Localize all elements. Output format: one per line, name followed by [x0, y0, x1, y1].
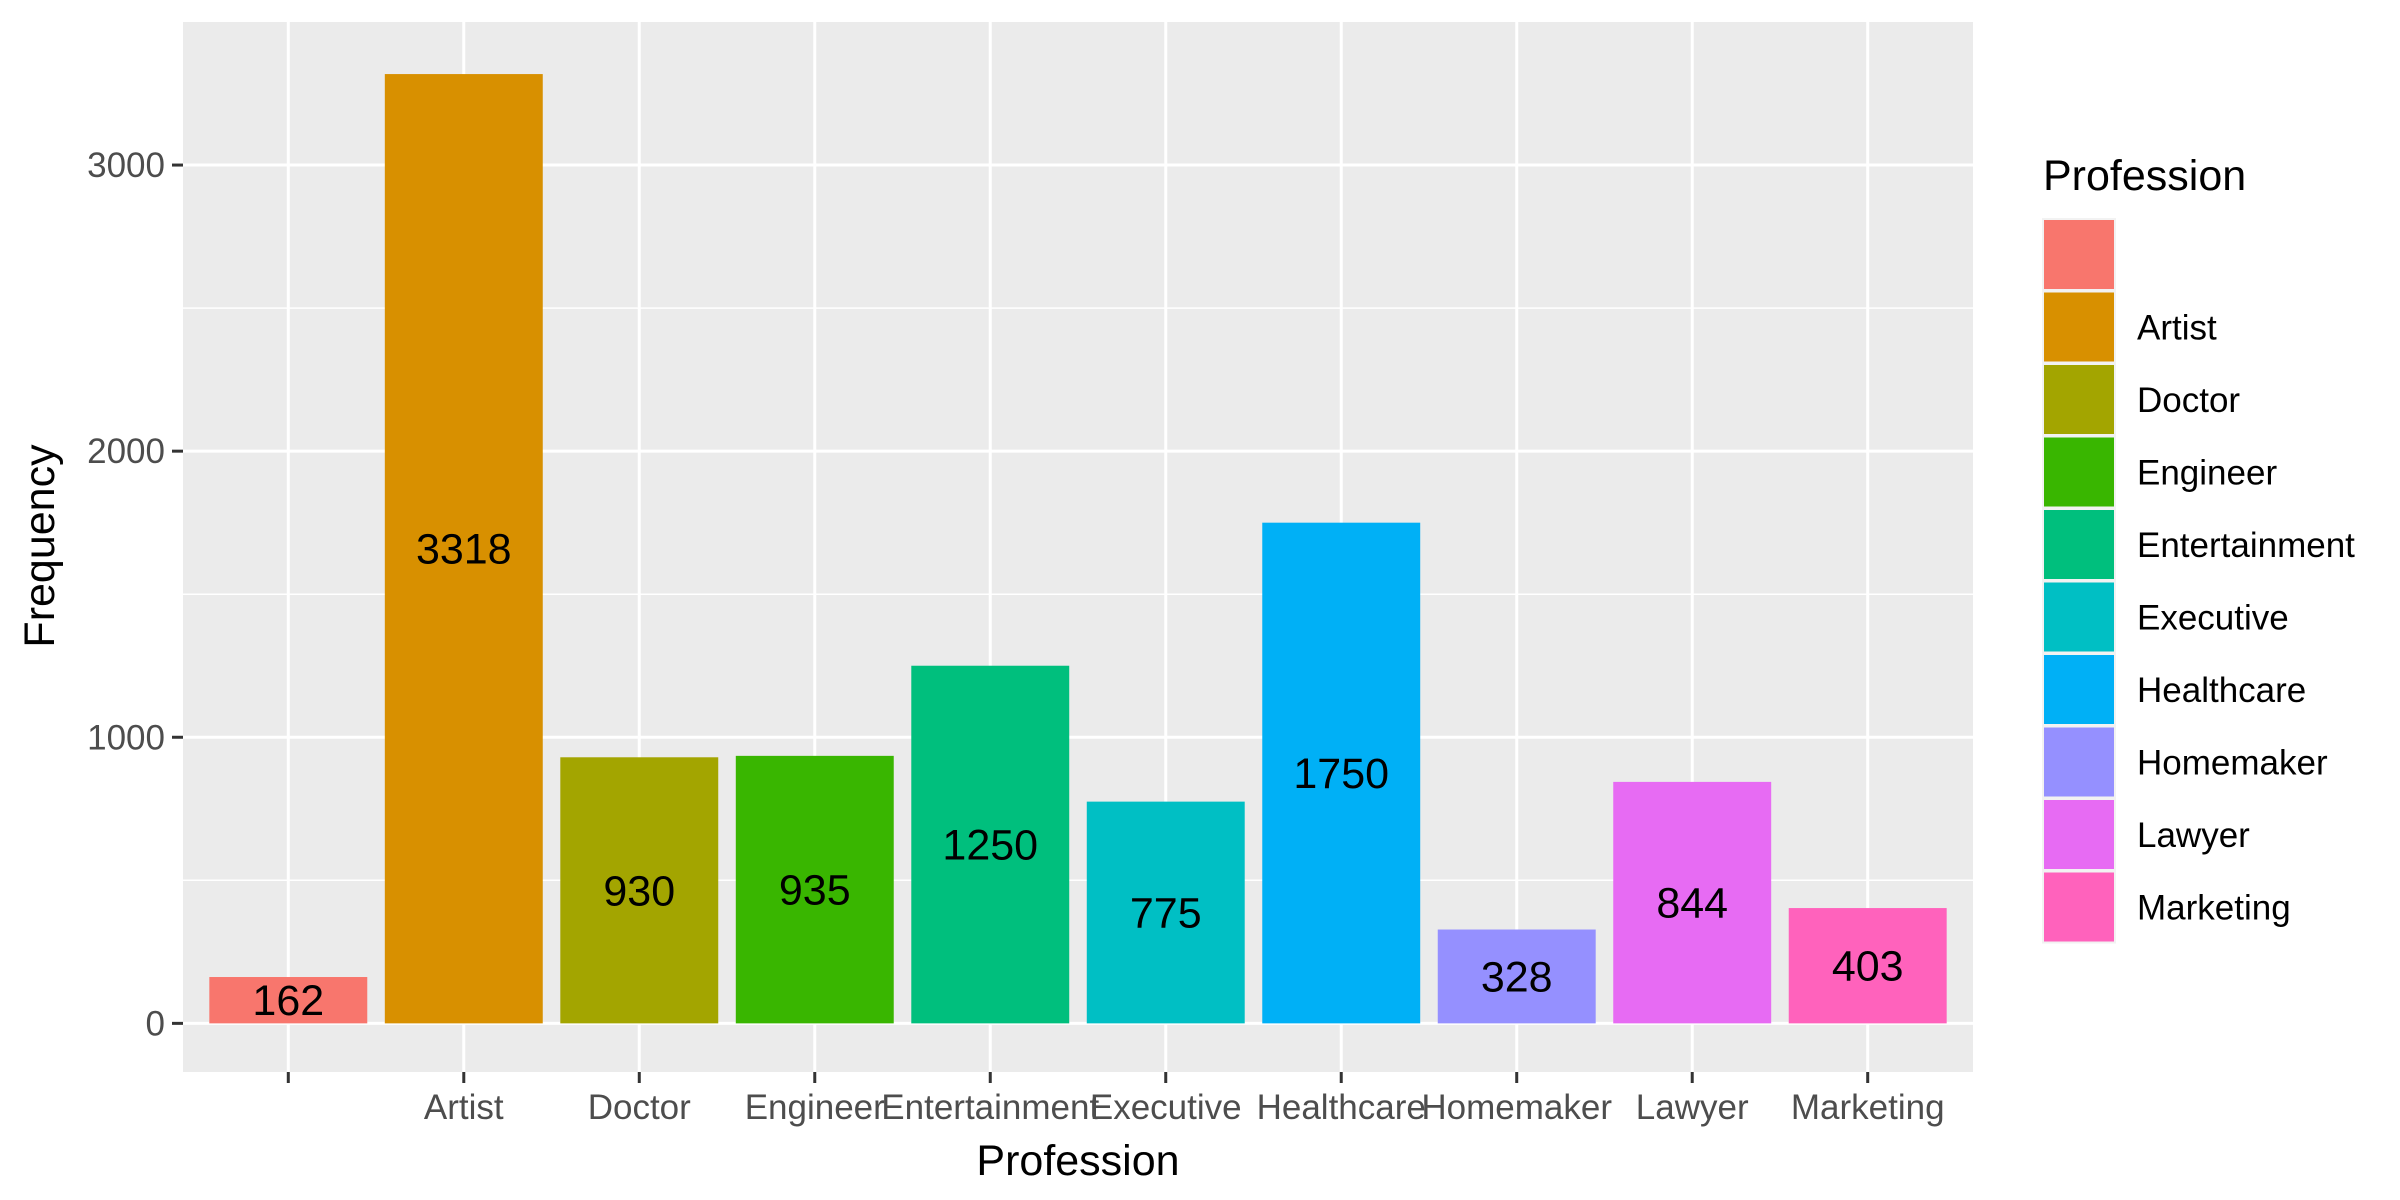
legend-label: Entertainment [2137, 526, 2355, 565]
bar-data-label: 162 [252, 977, 324, 1025]
axes: 0 1000 2000 3000 Artist Doctor EngineerEnterta… [87, 146, 1944, 1127]
legend-label: Engineer [2137, 454, 2277, 493]
x-tick-label: Marketing [1791, 1088, 1945, 1127]
legend-title: Profession [2043, 152, 2246, 200]
x-tick-label: Executive [1090, 1088, 1242, 1127]
legend-label: Marketing [2137, 889, 2291, 928]
bar-data-label: 844 [1656, 880, 1728, 928]
legend-label: Executive [2137, 599, 2289, 638]
legend-label: Lawyer [2137, 816, 2250, 855]
y-tick-label: 1000 [87, 718, 165, 757]
x-tick-label: Doctor [588, 1088, 691, 1127]
legend-label: Artist [2137, 309, 2217, 348]
legend-key [2042, 508, 2116, 581]
bar-data-label: 403 [1832, 943, 1904, 991]
legend-key [2042, 725, 2116, 799]
bar [735, 755, 894, 1024]
bar [1086, 801, 1245, 1024]
y-tick-label: 2000 [87, 432, 165, 471]
bar-data-label: 3318 [416, 526, 512, 574]
legend-key [2042, 580, 2116, 654]
legend-label: Doctor [2137, 381, 2240, 420]
x-tick-label: Engineer [745, 1088, 885, 1127]
bar-data-label: 935 [779, 867, 851, 915]
y-tick-label: 0 [146, 1004, 165, 1043]
bar-data-label: 775 [1130, 889, 1202, 937]
legend-label: Healthcare [2137, 671, 2306, 710]
legend-key [2042, 290, 2116, 364]
legend-key [2042, 798, 2116, 871]
legend-key [2042, 435, 2116, 509]
y-axis-title: Frequency [16, 444, 64, 648]
bar-data-label: 328 [1481, 953, 1553, 1001]
legend-key [2042, 218, 2116, 291]
x-tick-label: Healthcare [1257, 1088, 1426, 1127]
bar-data-label: 1750 [1293, 750, 1389, 798]
y-tick-label: 3000 [87, 146, 165, 185]
bar [1613, 781, 1772, 1024]
legend-key [2042, 363, 2116, 436]
x-tick-label: Entertainment [881, 1088, 1099, 1127]
bar [1788, 908, 1947, 1024]
x-tick-label: Homemaker [1421, 1088, 1612, 1127]
bar [560, 757, 719, 1024]
bar [1437, 929, 1596, 1024]
bar [911, 665, 1070, 1024]
x-tick-label: Artist [424, 1088, 504, 1127]
legend-key [2042, 870, 2116, 944]
x-tick-label: Lawyer [1636, 1088, 1749, 1127]
legend-key [2042, 653, 2116, 726]
bar-data-label: 1250 [942, 822, 1038, 870]
legend-label: Homemaker [2137, 744, 2328, 783]
x-axis-title: Profession [976, 1137, 1179, 1185]
bar-data-label: 930 [603, 867, 675, 915]
bar [209, 977, 368, 1024]
bars [209, 74, 1947, 1024]
data-labels: 162 3318 930 935 1250 775 1750 328 844 403 [252, 526, 1903, 1025]
legend: Profession Artist Doctor Engineer Entertain… [2042, 152, 2355, 944]
bar [1262, 522, 1421, 1024]
bar [384, 74, 543, 1024]
